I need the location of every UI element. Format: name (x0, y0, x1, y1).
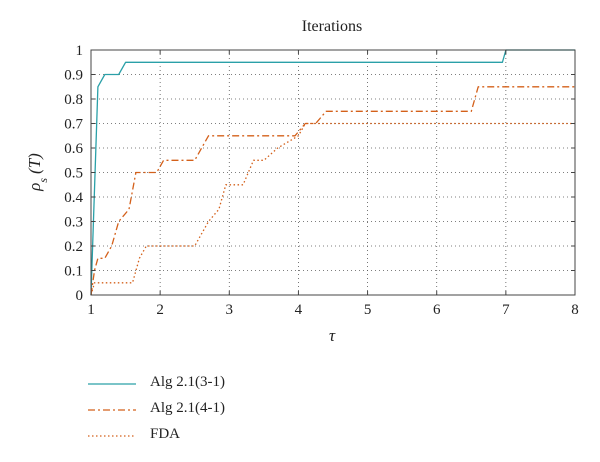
grid (91, 50, 575, 295)
y-axis-label-group: ρs (T) (25, 153, 50, 192)
legend-swatch-alg-3-1 (88, 383, 136, 385)
y-axis-label-main: ρ (25, 183, 44, 192)
y-axis-label-arg: (T) (25, 153, 44, 174)
series-line-2 (90, 122, 575, 296)
x-tick-label: 8 (571, 302, 579, 318)
y-axis-label-sub: s (36, 178, 50, 183)
x-tick-label: 7 (502, 302, 510, 318)
legend-item-fda: FDA (88, 424, 388, 450)
series-line-0 (90, 49, 575, 296)
x-tick-label: 3 (226, 302, 234, 318)
legend-swatch-alg-4-1 (88, 409, 136, 411)
y-tick-label: 0.8 (64, 92, 83, 108)
x-axis-label: τ (329, 326, 336, 345)
legend-label-alg-3-1: Alg 2.1(3-1) (150, 374, 225, 390)
legend-swatch-fda (88, 435, 136, 437)
x-tick-label: 5 (364, 302, 372, 318)
series-lines (90, 49, 575, 296)
y-tick-label: 0.7 (64, 117, 83, 133)
y-tick-label: 0.6 (64, 141, 83, 157)
y-tick-label: 0.4 (64, 190, 83, 206)
y-axis-label: ρs (T) (25, 153, 50, 192)
x-tick-label: 4 (295, 302, 303, 318)
y-tick-labels: 0 0.1 0.2 0.3 0.4 0.5 0.6 0.7 0.8 0.9 1 (64, 43, 83, 304)
chart-title: Iterations (302, 18, 362, 35)
legend-label-fda: FDA (150, 426, 181, 442)
legend-item-alg-4-1: Alg 2.1(4-1) (88, 398, 388, 424)
legend: Alg 2.1(3-1) Alg 2.1(4-1) FDA (88, 372, 388, 450)
x-tick-label: 6 (433, 302, 441, 318)
legend-item-alg-3-1: Alg 2.1(3-1) (88, 372, 388, 398)
y-tick-label: 1 (76, 43, 84, 59)
series-line-1 (90, 86, 575, 296)
y-tick-label: 0.9 (64, 68, 83, 84)
y-tick-label: 0.2 (64, 239, 83, 255)
x-tick-label: 1 (87, 302, 95, 318)
y-tick-label: 0.1 (64, 264, 83, 280)
x-tick-labels: 1 2 3 4 5 6 7 8 (87, 302, 579, 318)
y-tick-label: 0.5 (64, 166, 83, 182)
y-tick-label: 0 (76, 288, 84, 304)
ticks (90, 49, 576, 296)
x-tick-label: 2 (156, 302, 164, 318)
legend-label-alg-4-1: Alg 2.1(4-1) (150, 400, 225, 416)
y-tick-label: 0.3 (64, 215, 83, 231)
